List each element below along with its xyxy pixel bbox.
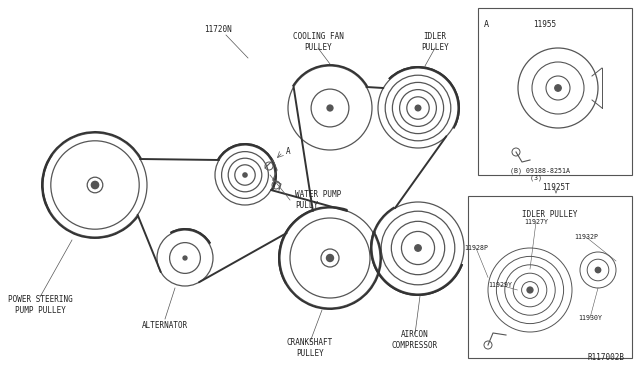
- Text: POWER STEERING
PUMP PULLEY: POWER STEERING PUMP PULLEY: [8, 295, 72, 315]
- Text: 11955: 11955: [533, 20, 557, 29]
- Text: 11929Y: 11929Y: [488, 282, 512, 288]
- Text: ALTERNATOR: ALTERNATOR: [142, 321, 188, 330]
- Text: IDLER
PULLEY: IDLER PULLEY: [421, 32, 449, 52]
- Text: 11927Y: 11927Y: [524, 219, 548, 225]
- Text: IDLER PULLEY: IDLER PULLEY: [522, 210, 578, 219]
- Text: 11928P: 11928P: [464, 245, 488, 251]
- Circle shape: [92, 182, 99, 189]
- Text: (B) 09188-8251A
     (3): (B) 09188-8251A (3): [510, 167, 570, 181]
- Bar: [478, 8, 632, 175]
- Text: AIRCON
COMPRESSOR: AIRCON COMPRESSOR: [392, 330, 438, 350]
- Text: 11925T: 11925T: [542, 183, 570, 192]
- Text: CRANKSHAFT
PULLEY: CRANKSHAFT PULLEY: [287, 338, 333, 358]
- Circle shape: [327, 105, 333, 111]
- Circle shape: [555, 85, 561, 91]
- Circle shape: [415, 245, 421, 251]
- Circle shape: [415, 105, 421, 111]
- Text: A: A: [484, 20, 489, 29]
- Circle shape: [243, 173, 247, 177]
- Text: COOLING FAN
PULLEY: COOLING FAN PULLEY: [292, 32, 344, 52]
- Text: R117002B: R117002B: [588, 353, 625, 362]
- Text: 11932P: 11932P: [574, 234, 598, 240]
- Circle shape: [595, 267, 601, 273]
- Text: 11720N: 11720N: [204, 26, 232, 35]
- Text: A: A: [285, 148, 291, 157]
- Circle shape: [326, 254, 333, 262]
- Bar: [468, 196, 632, 358]
- Circle shape: [527, 287, 533, 293]
- Text: WATER PUMP
PULLY: WATER PUMP PULLY: [295, 190, 341, 210]
- Text: 11930Y: 11930Y: [578, 315, 602, 321]
- Circle shape: [183, 256, 187, 260]
